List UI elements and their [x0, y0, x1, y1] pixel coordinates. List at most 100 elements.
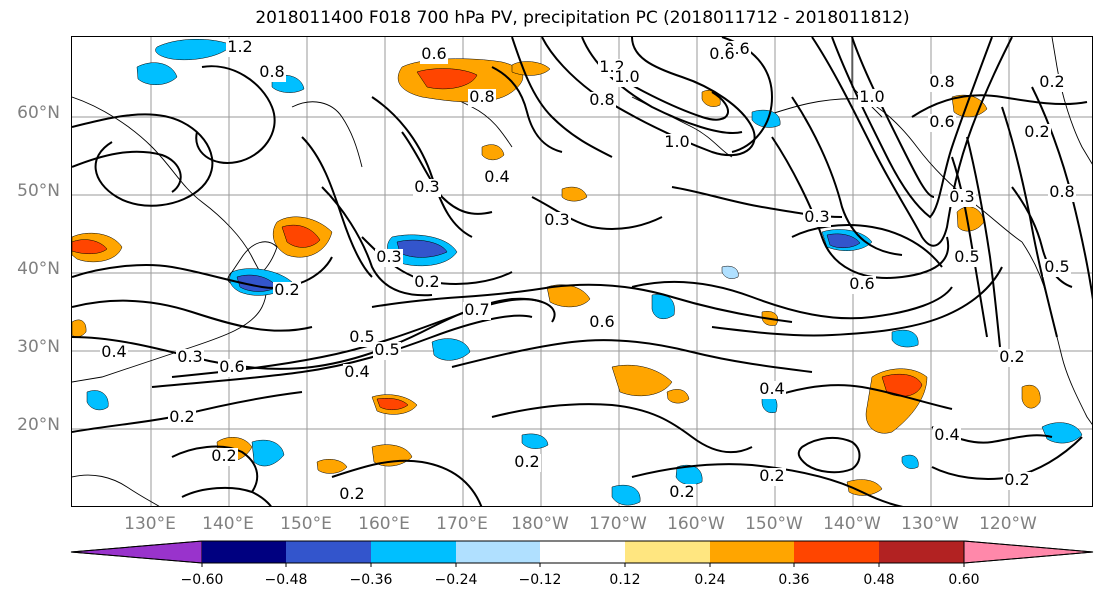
contour-label-bg [668, 484, 696, 502]
colorbar-tick-label: 0.12 [609, 572, 641, 588]
contour-label: 1.0 [664, 132, 689, 151]
lon-label-130e: 130°E [124, 514, 176, 534]
shaded-precip-anomalies [72, 38, 1083, 506]
contour-label: 0.3 [804, 207, 829, 226]
contour-label-bg [1003, 472, 1031, 490]
map-canvas: 1.2 0.60.8 1.20.60.80.81.01.00.61.00.40.30… [72, 37, 1092, 506]
contour-label: 0.6 [589, 312, 614, 331]
colorbar-cell [286, 541, 371, 563]
map-panel: 1.2 0.6 0.8 1.2 0.6 0.8 0.8 1.0 1.0 0.6 1.0 0.4 0.3 0… [71, 36, 1093, 507]
contour-label-bg [513, 454, 541, 472]
contour-label-bg [1038, 74, 1066, 92]
contour-label: 0.6 [421, 44, 446, 63]
lon-label-150w: 150°W [745, 514, 803, 534]
colorbar-tick-label: −0.48 [264, 572, 308, 588]
contour-label-bg [176, 349, 204, 367]
lat-label-20n: 20°N [17, 415, 60, 435]
lon-label-150e: 150°E [280, 514, 332, 534]
contour-label: 0.2 [514, 452, 539, 471]
contour-label: 0.2 [169, 407, 194, 426]
contour-label: 0.7 [464, 300, 489, 319]
colorbar-cell [202, 541, 286, 563]
colorbar-cell [794, 541, 879, 563]
contour-label: 0.6 [929, 112, 954, 131]
contour-label-bg [928, 74, 956, 92]
contour-label-bg [1023, 124, 1051, 142]
contour-label: 0.2 [274, 280, 299, 299]
colorbar-cell [456, 541, 540, 563]
contour-label-bg [848, 276, 876, 294]
lon-label-170w: 170°W [589, 514, 647, 534]
contour-label-bg [708, 46, 736, 64]
contour-label: 0.8 [929, 72, 954, 91]
contour-label-bg [588, 314, 616, 332]
contour-label: 0.2 [999, 347, 1024, 366]
lat-label-40n: 40°N [17, 259, 60, 279]
contour-label-bg [663, 134, 691, 152]
contour-label: 0.2 [669, 482, 694, 501]
contour-label-bg [483, 169, 511, 187]
contour-label-bg [948, 189, 976, 207]
colorbar-cell [963, 540, 1094, 564]
contour-label: 0.8 [469, 87, 494, 106]
contour-label-bg [348, 329, 376, 347]
contour-label: 0.2 [1039, 72, 1064, 91]
contour-label-bg [413, 179, 441, 197]
contour-label-bg [953, 249, 981, 267]
contour-label: 0.3 [544, 210, 569, 229]
contour-label: 0.8 [589, 90, 614, 109]
contour-label-bg [858, 89, 886, 107]
contour-label: 0.5 [1044, 257, 1069, 276]
contour-label-bg [373, 342, 401, 360]
contour-label-bg [1048, 184, 1076, 202]
contour-label-bg [338, 486, 366, 504]
contour-label: 1.2 [227, 37, 252, 56]
contour-label-bg [1043, 259, 1071, 277]
contour-label-bg [258, 64, 286, 82]
contour-label-bg [803, 209, 831, 227]
contour-label: 1.0 [859, 87, 884, 106]
colorbar-tick-label: −0.24 [434, 572, 478, 588]
colorbar-cell [371, 541, 456, 563]
contour-label: 0.5 [349, 327, 374, 346]
contour-label: 0.5 [374, 340, 399, 359]
contour-label: 0.4 [934, 425, 959, 444]
contour-label: 0.2 [211, 446, 236, 465]
contour-label: 0.3 [949, 187, 974, 206]
contour-label-bg [998, 349, 1026, 367]
contour-label-bg [375, 249, 403, 267]
contour-label-bg [543, 212, 571, 230]
colorbar-cell [540, 541, 625, 563]
contour-label: 0.2 [1024, 122, 1049, 141]
colorbar-outline [70, 540, 1094, 564]
contour-label: 0.2 [414, 272, 439, 291]
contour-label-bg [273, 282, 301, 300]
lon-label-140e: 140°E [202, 514, 254, 534]
lon-label-160w: 160°W [667, 514, 725, 534]
contour-label: 0.3 [177, 347, 202, 366]
contour-label-bg [100, 344, 128, 362]
contour-label: 0.3 [376, 247, 401, 266]
contour-label: 1.0 [614, 67, 639, 86]
contour-label-bg [218, 359, 246, 377]
contour-label: 0.2 [339, 484, 364, 503]
colorbar-tick-label: 0.60 [948, 572, 980, 588]
colorbar-tick-label: −0.60 [180, 572, 224, 588]
contour-label: 0.4 [101, 342, 126, 361]
colorbar-tick-label: 0.48 [863, 572, 895, 588]
contour-label: 0.6 [849, 274, 874, 293]
contour-label: 0.4 [484, 167, 509, 186]
contour-label: 0.2 [759, 466, 784, 485]
contour-label: 0.8 [1049, 182, 1074, 201]
contour-label-bg [613, 69, 641, 87]
contour-label: 0.6 [219, 357, 244, 376]
colorbar-tick-label: 0.24 [694, 572, 726, 588]
contour-label-bg [226, 39, 254, 57]
lat-label-60n: 60°N [17, 103, 60, 123]
lat-label-50n: 50°N [17, 181, 60, 201]
lon-label-180w: 180°W [511, 514, 569, 534]
colorbar-tick-label: −0.12 [518, 572, 562, 588]
contour-labels: 1.2 0.60.8 1.20.60.80.81.01.00.61.00.40.30… [100, 37, 1076, 504]
colorbar-cell [710, 541, 794, 563]
contour-label-bg [413, 274, 441, 292]
